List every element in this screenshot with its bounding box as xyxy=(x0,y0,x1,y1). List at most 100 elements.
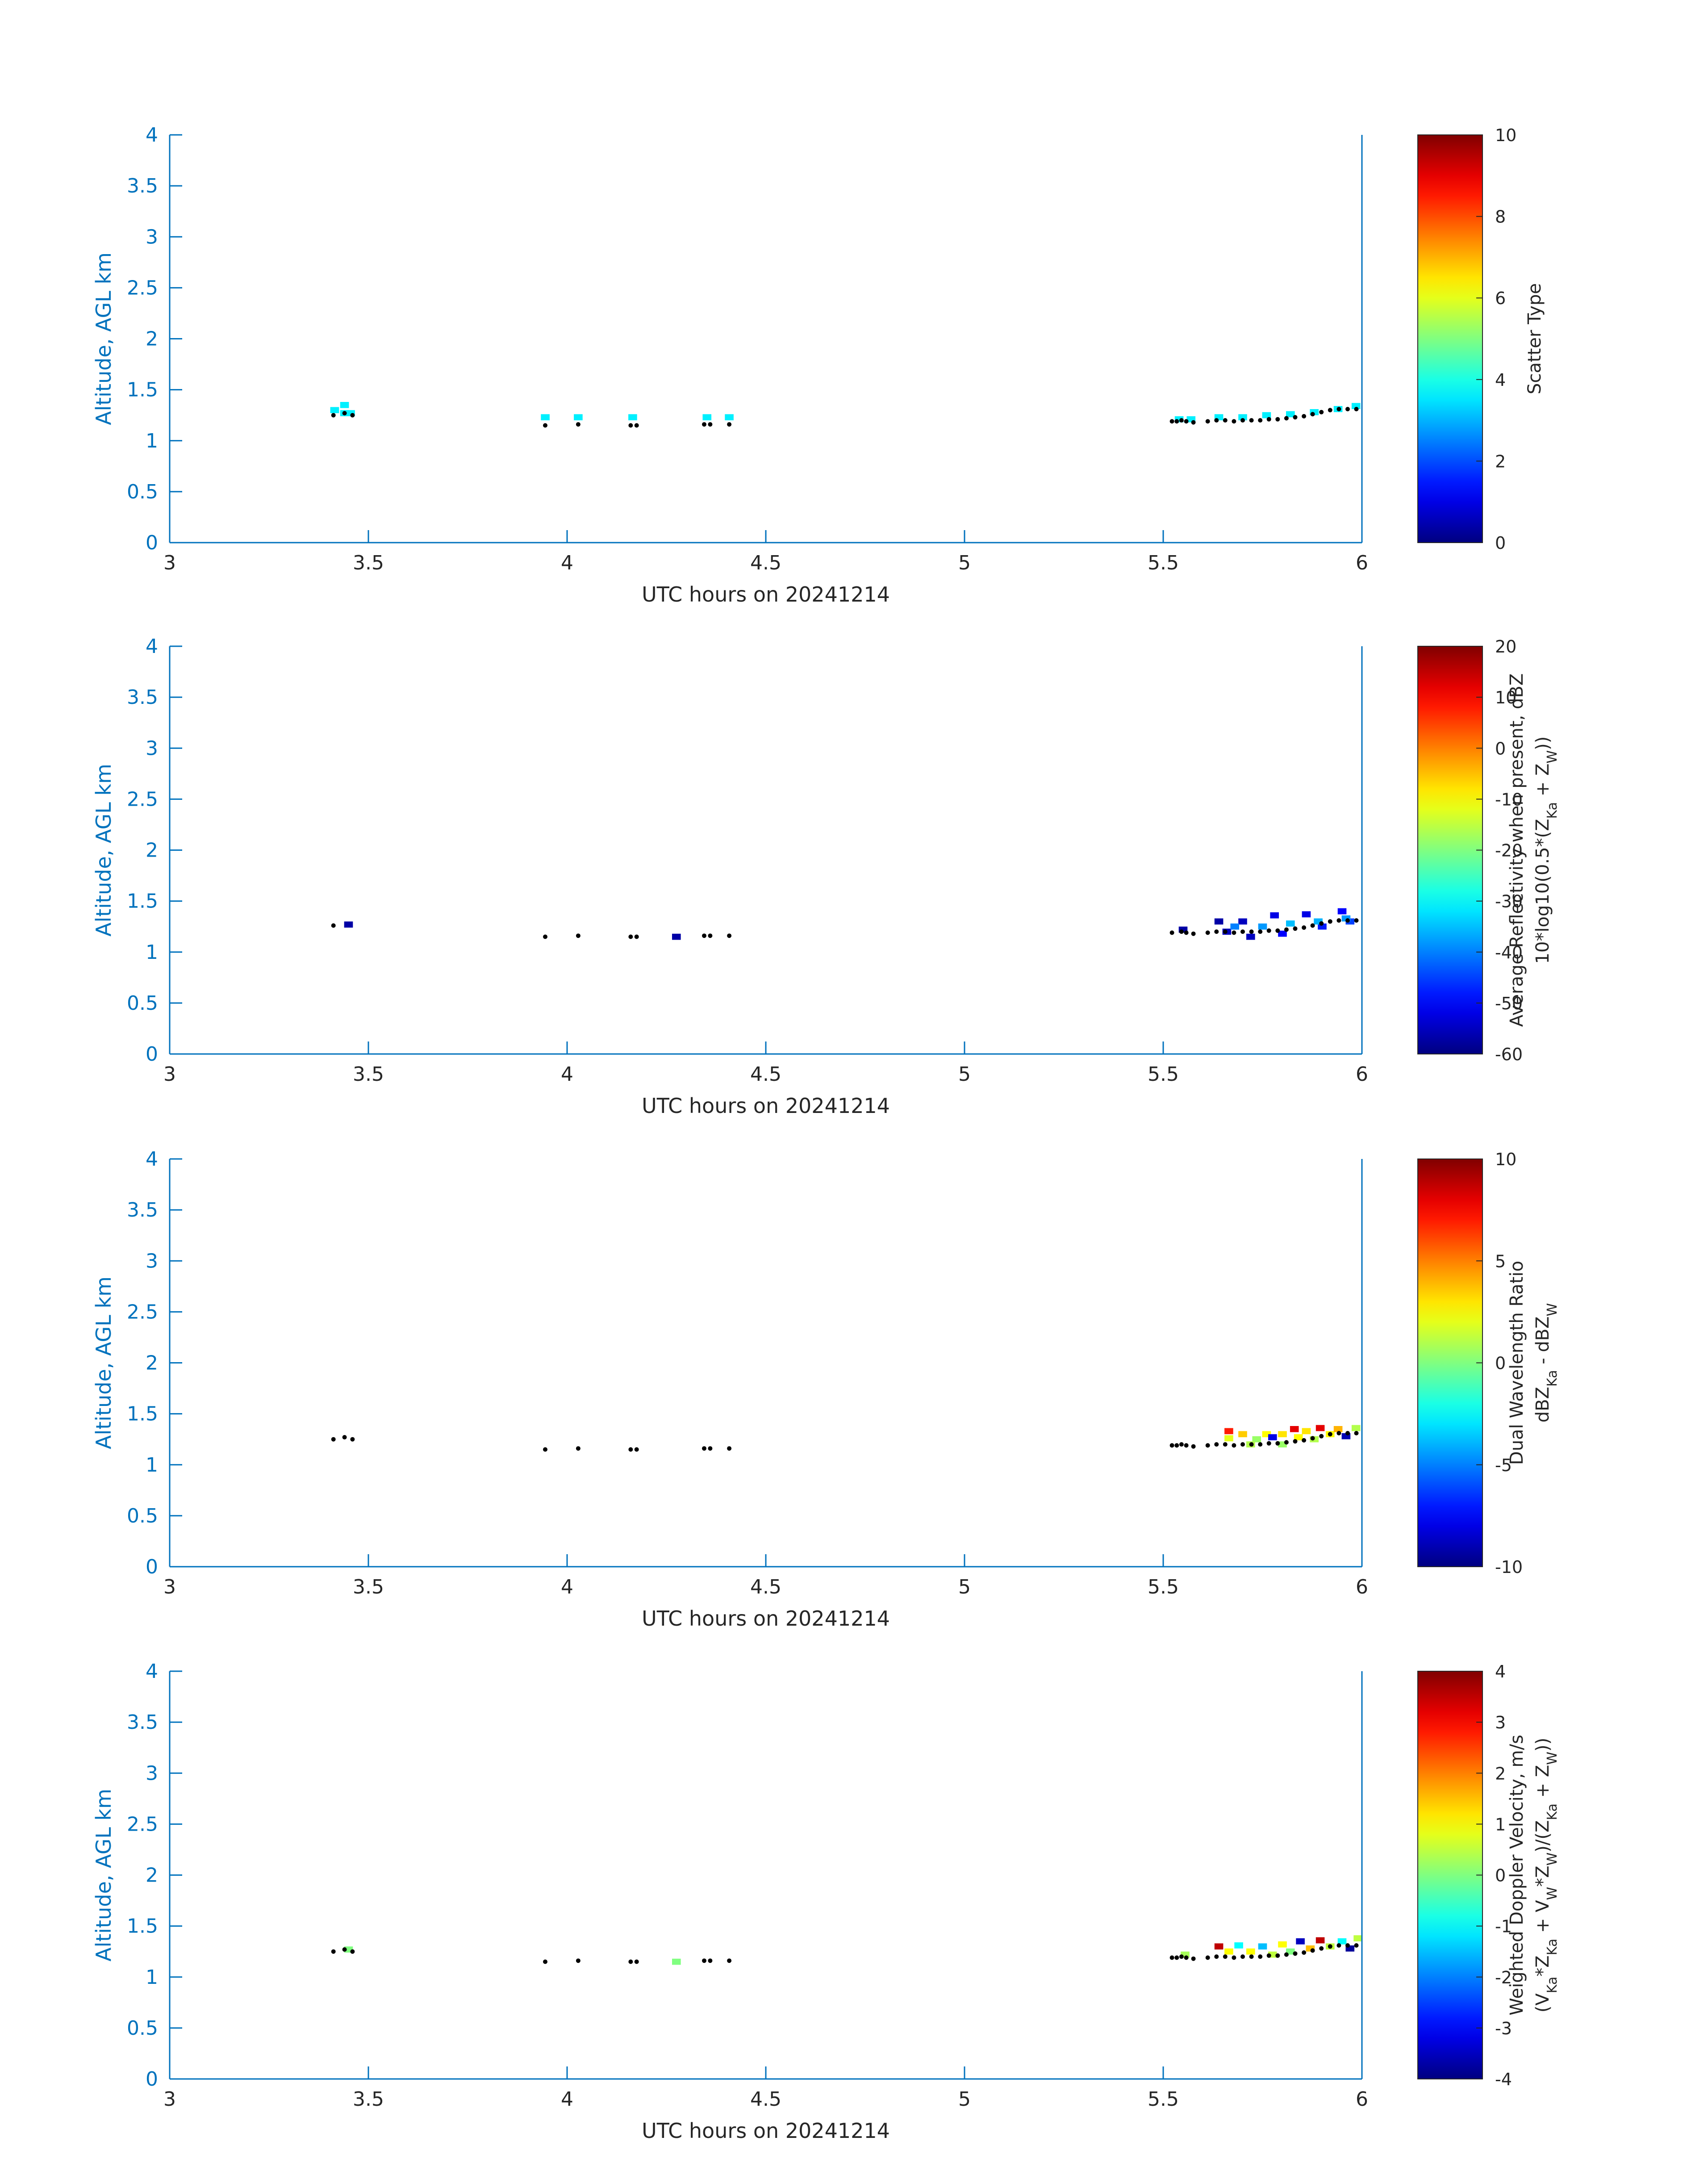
y-tick-label: 1 xyxy=(146,1454,158,1476)
cloud-base-dot xyxy=(1184,1443,1189,1448)
cloud-base-dot xyxy=(1184,419,1189,424)
cloud-base-dot xyxy=(1174,419,1179,424)
cloud-base-dot xyxy=(1328,1432,1332,1437)
y-tick-label: 3 xyxy=(146,1250,158,1272)
cloud-base-dot xyxy=(1240,418,1245,423)
cloud-base-dot xyxy=(1169,1955,1174,1960)
cloud-base-dot xyxy=(628,1447,633,1452)
data-cell xyxy=(1296,1938,1305,1945)
data-cell xyxy=(1258,1943,1267,1950)
cloud-base-dot xyxy=(1275,1441,1280,1446)
colorbar-tick-label: 20 xyxy=(1495,637,1516,657)
cloud-base-dot xyxy=(1319,1946,1324,1951)
cloud-base-dot xyxy=(1275,417,1280,422)
y-tick-label: 1.5 xyxy=(127,890,158,913)
y-tick-label: 0 xyxy=(146,1043,158,1066)
data-cell xyxy=(1315,1937,1325,1944)
cloud-base-dot xyxy=(1258,929,1263,934)
x-tick-label: 4.5 xyxy=(750,1063,781,1086)
cloud-base-dot xyxy=(1302,1438,1307,1443)
y-tick-label: 3.5 xyxy=(127,686,158,709)
cloud-base-dot xyxy=(1284,1440,1289,1445)
cloud-base-dot xyxy=(1174,1955,1179,1960)
data-cell xyxy=(1224,1435,1233,1442)
x-axis-label: UTC hours on 20241214 xyxy=(642,1606,890,1631)
cloud-base-dot xyxy=(702,422,706,427)
cloud-base-dot xyxy=(1336,1943,1341,1948)
cloud-base-dot xyxy=(1205,1443,1210,1448)
colorbar-label: (VKa*ZKa + VW*ZW)/(ZKa + ZW)) xyxy=(1533,1738,1560,2012)
cloud-base-dot xyxy=(708,422,713,427)
cloud-base-dot xyxy=(331,1949,336,1954)
cloud-base-dot xyxy=(1302,414,1307,418)
cloud-base-dot xyxy=(1345,918,1350,923)
cloud-base-dot xyxy=(708,1958,713,1963)
data-cell xyxy=(1262,412,1271,418)
data-cell xyxy=(628,414,637,421)
colorbar-tick-label: -5 xyxy=(1495,1455,1512,1475)
cloud-base-dot xyxy=(1302,925,1307,930)
x-axis-label: UTC hours on 20241214 xyxy=(642,582,890,606)
data-cell xyxy=(672,1958,681,1965)
cloud-base-dot xyxy=(1328,408,1332,413)
cloud-base-dot xyxy=(543,934,547,939)
cloud-base-dot xyxy=(1179,929,1184,934)
x-tick-label: 4 xyxy=(561,552,573,574)
cloud-base-dot xyxy=(1293,926,1298,931)
cloud-base-dot xyxy=(1258,418,1263,423)
data-cell xyxy=(1337,1938,1347,1945)
cloud-base-dot xyxy=(1258,1954,1263,1959)
colorbar-tick-label: 0 xyxy=(1495,533,1506,553)
data-cell xyxy=(1268,1434,1277,1440)
colorbar-tick-label: -1 xyxy=(1495,1917,1512,1936)
cloud-base-dot xyxy=(1266,1441,1271,1446)
data-cell xyxy=(1315,1425,1325,1431)
y-tick-label: 4 xyxy=(146,124,158,146)
y-axis-label: Altitude, AGL km xyxy=(92,1789,116,1962)
data-cell xyxy=(672,933,681,940)
colorbar-tick-label: -60 xyxy=(1495,1045,1523,1064)
cloud-base-dot xyxy=(1240,1954,1245,1959)
x-tick-label: 5 xyxy=(958,1576,971,1598)
x-tick-label: 4 xyxy=(561,1576,573,1598)
y-tick-label: 2 xyxy=(146,839,158,862)
colorbar-tick-label: -50 xyxy=(1495,994,1523,1013)
x-tick-label: 3.5 xyxy=(353,552,384,574)
cloud-base-dot xyxy=(1179,1954,1184,1959)
cloud-base-dot xyxy=(634,1447,639,1452)
colorbar-tick-label: 5 xyxy=(1495,1251,1506,1271)
cloud-base-dot xyxy=(1249,929,1254,934)
x-tick-label: 5 xyxy=(958,1063,971,1086)
cloud-base-dot xyxy=(1284,927,1289,932)
cloud-base-dot xyxy=(727,933,732,938)
colorbar-tick-label: 0 xyxy=(1495,739,1506,758)
y-tick-label: 0.5 xyxy=(127,481,158,503)
cloud-base-dot xyxy=(1191,1956,1196,1961)
colorbar-label: Weighted Doppler Velocity, m/s xyxy=(1507,1735,1527,2016)
cloud-base-dot xyxy=(350,1949,355,1954)
cloud-base-dot xyxy=(1214,929,1219,934)
cloud-base-dot xyxy=(1223,418,1228,423)
colorbar xyxy=(1417,1671,1483,2079)
cloud-base-dot xyxy=(1191,420,1196,425)
y-tick-label: 2.5 xyxy=(127,1301,158,1323)
cloud-base-dot xyxy=(1179,418,1184,423)
cloud-base-dot xyxy=(634,423,639,428)
cloud-base-dot xyxy=(1169,1443,1174,1448)
cloud-base-dot xyxy=(576,1958,580,1963)
y-tick-label: 4 xyxy=(146,1148,158,1171)
colorbar-tick-label: 1 xyxy=(1495,1815,1506,1834)
cloud-base-dot xyxy=(1310,923,1315,928)
x-axis-label: UTC hours on 20241214 xyxy=(642,2119,890,2143)
data-cell xyxy=(330,407,339,414)
cloud-base-dot xyxy=(342,1435,347,1440)
cloud-base-dot xyxy=(1328,1944,1332,1949)
cloud-base-dot xyxy=(634,1959,639,1964)
y-tick-label: 2.5 xyxy=(127,276,158,299)
y-tick-label: 0.5 xyxy=(127,1505,158,1527)
cloud-base-dot xyxy=(1223,929,1228,934)
cloud-base-dot xyxy=(1319,921,1324,926)
x-axis-label: UTC hours on 20241214 xyxy=(642,1094,890,1118)
colorbar-tick-label: 2 xyxy=(1495,452,1506,471)
